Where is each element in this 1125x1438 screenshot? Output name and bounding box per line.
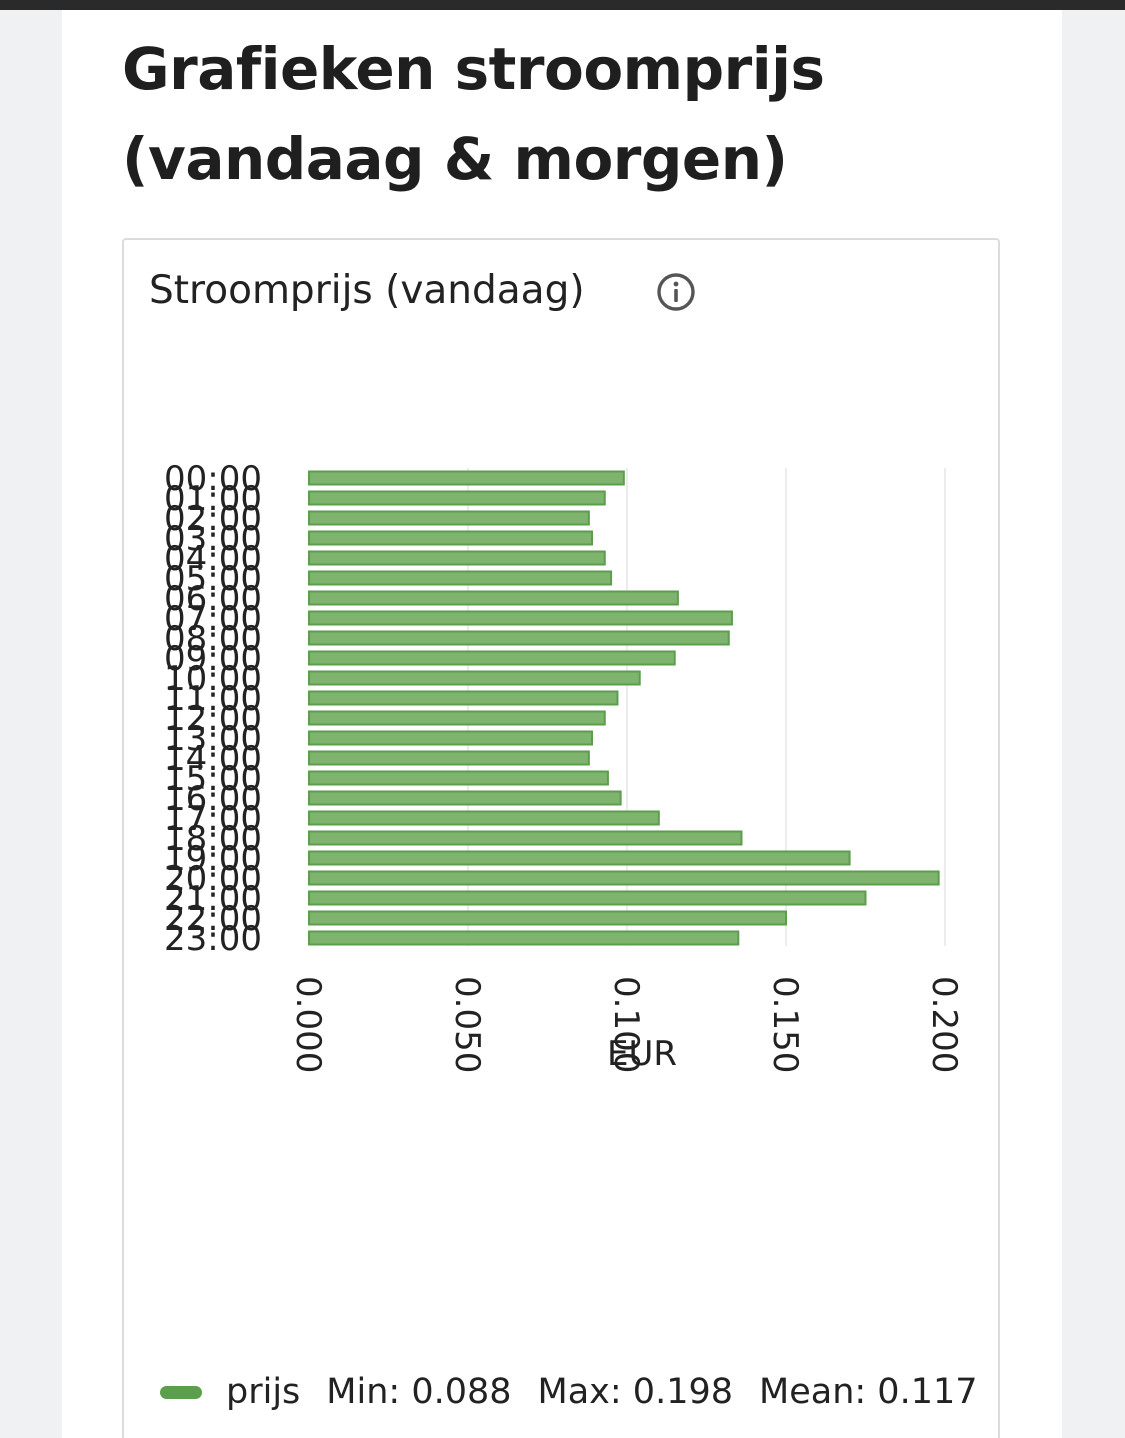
x-tick-label: 0.100 <box>606 976 646 1073</box>
info-circle-icon[interactable] <box>656 272 696 312</box>
y-tick-label: 21:00 <box>164 879 262 919</box>
y-tick-label: 18:00 <box>164 819 262 859</box>
x-tick-label: 0.050 <box>447 976 487 1073</box>
bar[interactable] <box>308 890 867 906</box>
y-tick-label: 07:00 <box>164 599 262 639</box>
bar[interactable] <box>308 750 590 766</box>
y-tick-label: 06:00 <box>164 579 262 619</box>
bar[interactable] <box>308 830 743 846</box>
x-axis-label: EUR <box>607 1034 677 1074</box>
price-chart-panel: Stroomprijs (vandaag) 00:00 01:00 02:00 03:… <box>122 238 1000 1438</box>
bar[interactable] <box>308 770 609 786</box>
y-tick-label: 16:00 <box>164 779 262 819</box>
bar[interactable] <box>308 490 606 506</box>
bar-chart: 00:0001:0002:0003:0004:0005:0006:0007:00… <box>164 459 964 1074</box>
y-tick-label: 15:00 <box>164 759 262 799</box>
y-tick-label: 23:00 <box>164 919 262 959</box>
y-tick-label: 12:00 <box>164 699 262 739</box>
legend-max: Max: 0.198 <box>537 1372 734 1412</box>
bar[interactable] <box>308 850 851 866</box>
bar[interactable] <box>308 910 787 926</box>
bar[interactable] <box>308 690 619 706</box>
y-tick-label: 17:00 <box>164 799 262 839</box>
page-title: Grafieken stroomprijs (vandaag & morgen) <box>122 35 825 193</box>
bar[interactable] <box>308 930 740 946</box>
legend-series-name[interactable]: prijs <box>226 1372 301 1412</box>
legend-mean: Mean: 0.117 <box>759 1372 978 1412</box>
legend-min: Min: 0.088 <box>326 1372 512 1412</box>
x-tick-label: 0.200 <box>924 976 964 1073</box>
bar[interactable] <box>308 590 679 606</box>
y-tick-label: 05:00 <box>164 559 262 599</box>
legend: prijs Min: 0.088 Max: 0.198 Mean: 0.117 <box>160 1362 1004 1422</box>
y-tick-label: 01:00 <box>164 479 262 519</box>
y-tick-label: 03:00 <box>164 519 262 559</box>
y-tick-label: 00:00 <box>164 459 262 499</box>
y-tick-label: 08:00 <box>164 619 262 659</box>
y-tick-label: 11:00 <box>164 679 262 719</box>
bar[interactable] <box>308 630 730 646</box>
bar[interactable] <box>308 810 660 826</box>
y-tick-label: 02:00 <box>164 499 262 539</box>
bar[interactable] <box>308 730 594 746</box>
legend-swatch[interactable] <box>160 1385 202 1399</box>
y-tick-label: 22:00 <box>164 899 262 939</box>
dashboard-page: Grafieken stroomprijs (vandaag & morgen)… <box>62 10 1062 1438</box>
x-tick-label: 0.000 <box>288 976 328 1073</box>
bar[interactable] <box>308 550 606 566</box>
y-tick-label: 10:00 <box>164 659 262 699</box>
bar[interactable] <box>308 870 940 886</box>
bar[interactable] <box>308 610 733 626</box>
y-tick-label: 20:00 <box>164 859 262 899</box>
bar[interactable] <box>308 510 590 526</box>
bar[interactable] <box>308 570 613 586</box>
x-tick-label: 0.150 <box>765 976 805 1073</box>
bar[interactable] <box>308 790 622 806</box>
bar[interactable] <box>308 710 606 726</box>
y-tick-label: 13:00 <box>164 719 262 759</box>
bar[interactable] <box>308 470 625 486</box>
y-tick-label: 09:00 <box>164 639 262 679</box>
top-bar <box>0 0 1125 10</box>
y-tick-label: 19:00 <box>164 839 262 879</box>
bar[interactable] <box>308 530 594 546</box>
y-tick-label: 04:00 <box>164 539 262 579</box>
bar[interactable] <box>308 670 641 686</box>
y-tick-label: 14:00 <box>164 739 262 779</box>
bar[interactable] <box>308 650 676 666</box>
panel-title: Stroomprijs (vandaag) <box>149 268 585 313</box>
